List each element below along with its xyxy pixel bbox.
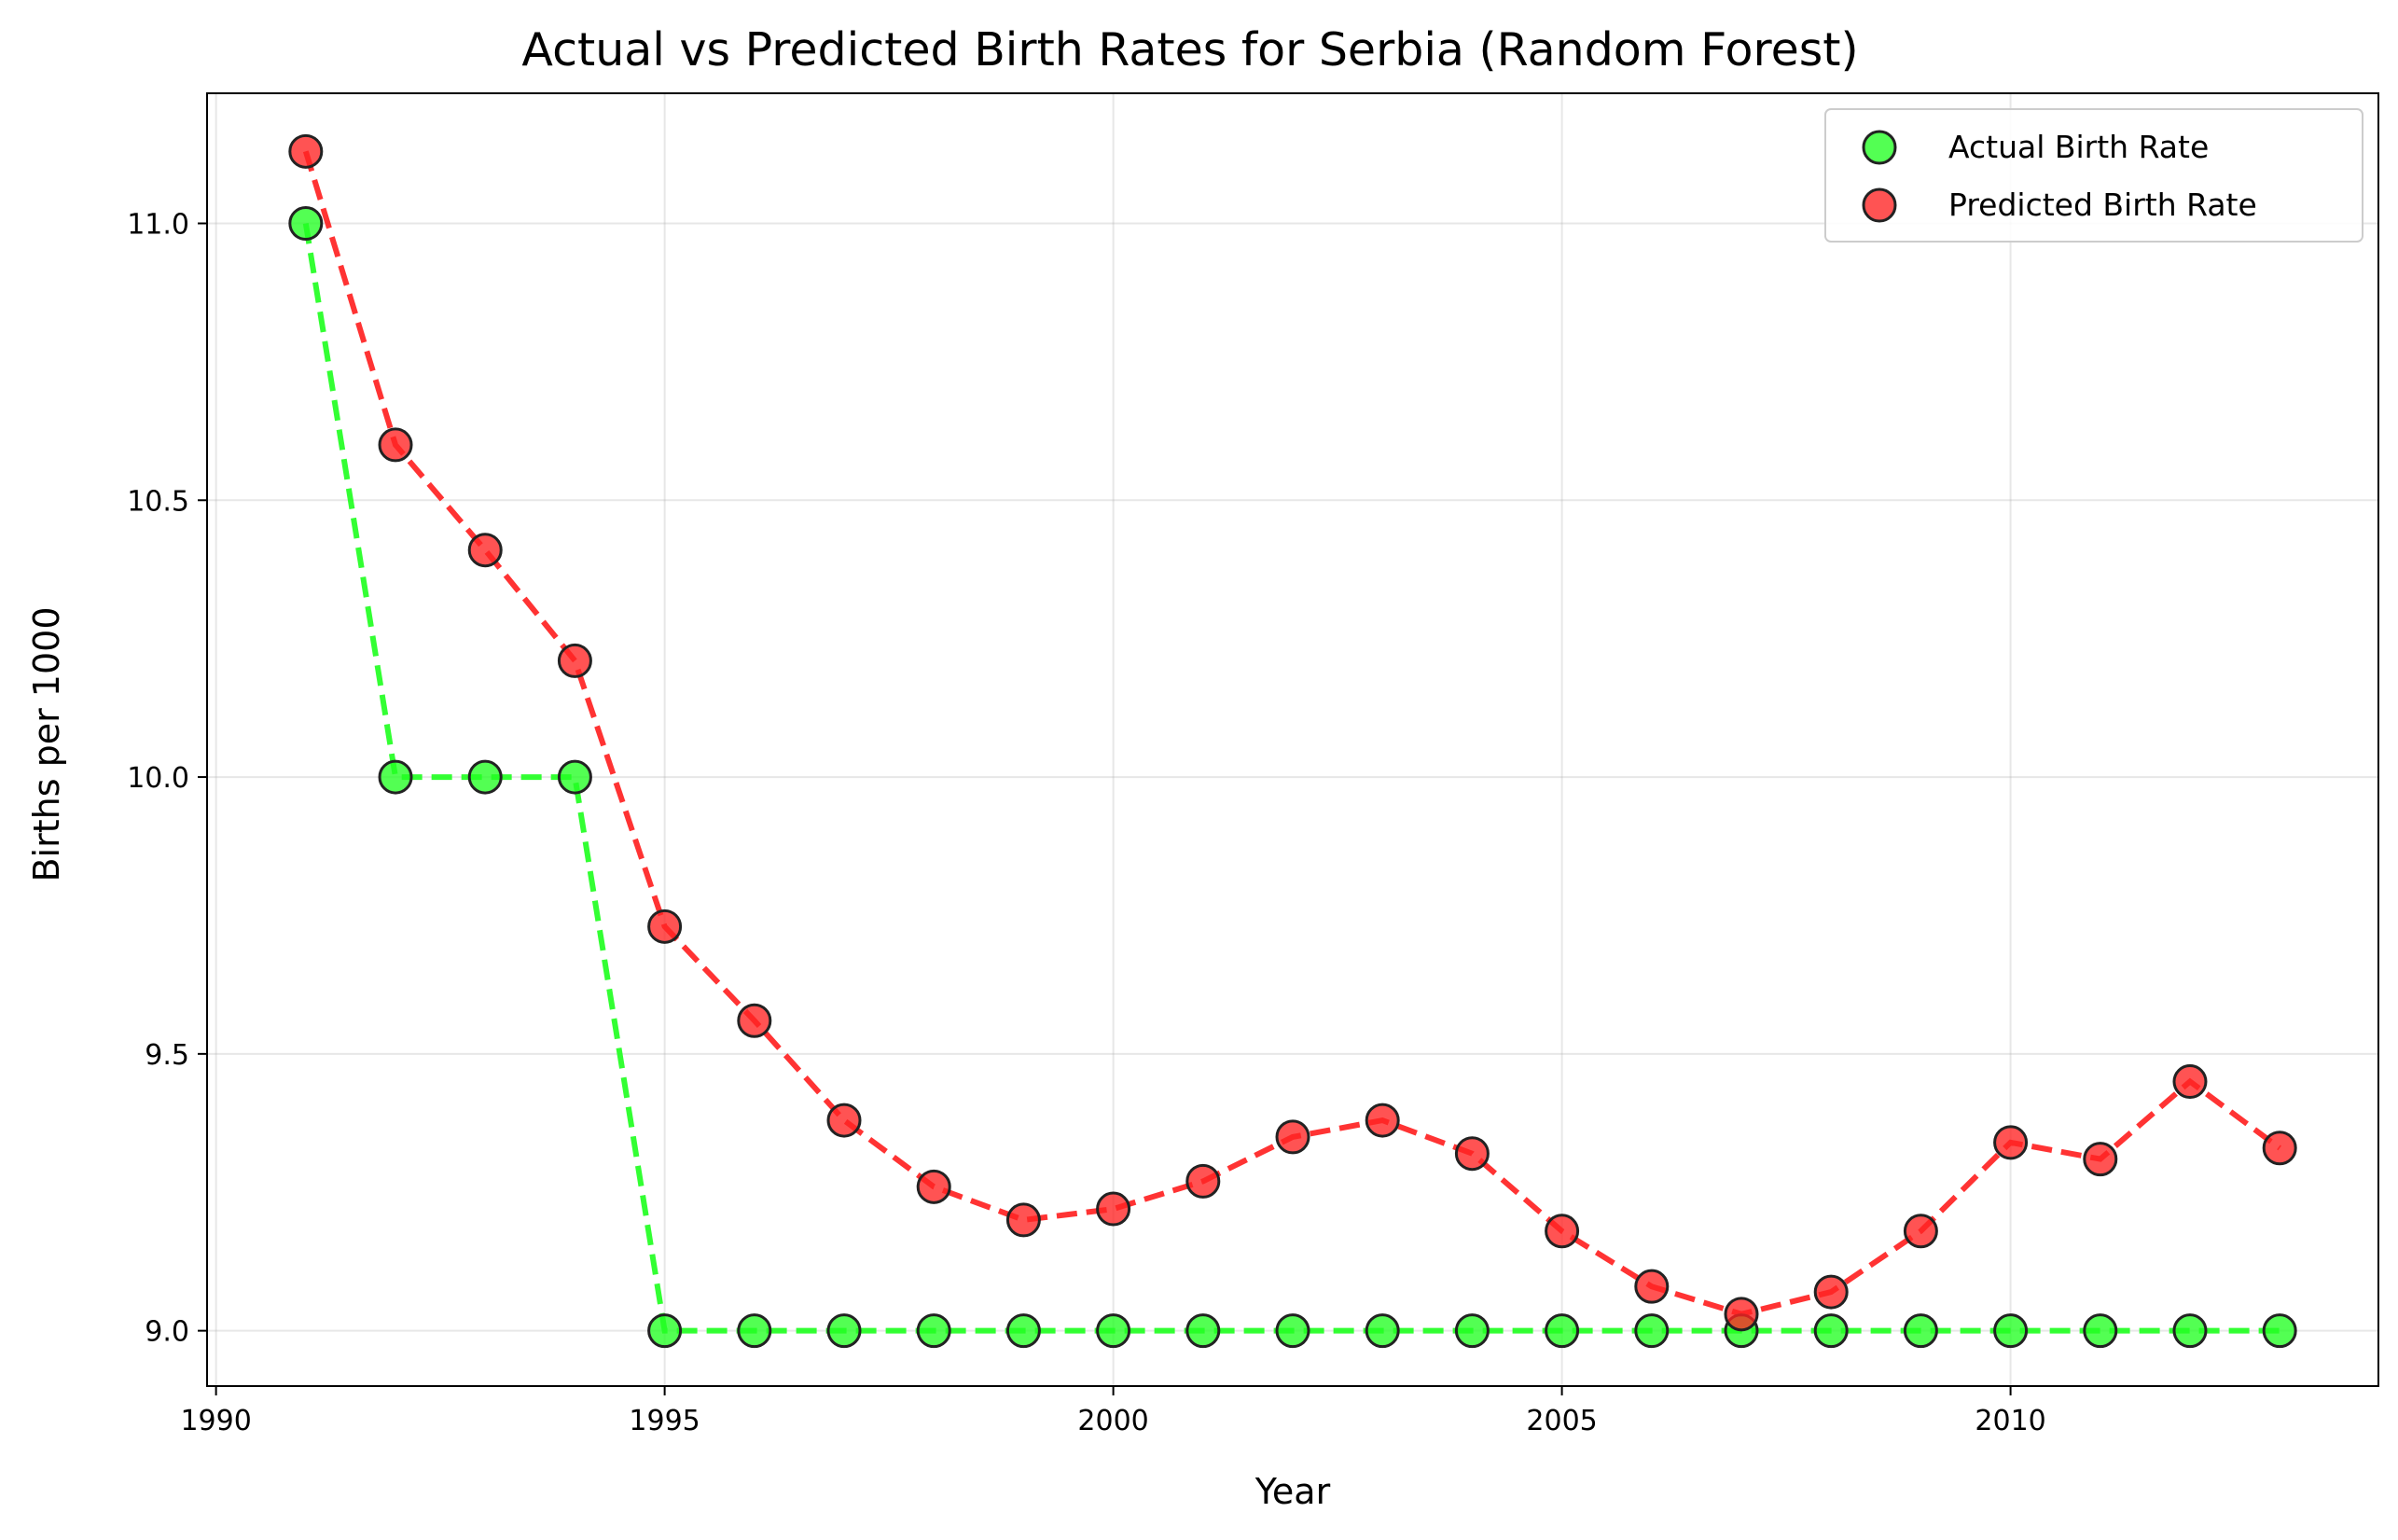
actual-point	[1185, 1313, 1221, 1349]
actual-point	[1005, 1313, 1041, 1349]
y-tick-label: 11.0	[127, 208, 189, 241]
predicted-point	[1365, 1103, 1400, 1138]
legend-marker-actual	[1862, 130, 1897, 165]
actual-point	[557, 759, 592, 795]
y-tick-label: 9.0	[145, 1316, 189, 1349]
predicted-point	[647, 909, 683, 944]
actual-point	[1634, 1313, 1670, 1349]
predicted-point	[2172, 1064, 2208, 1100]
x-tick-label: 2010	[1975, 1405, 2045, 1437]
legend-box	[1824, 108, 2363, 243]
actual-point	[1365, 1313, 1400, 1349]
x-axis-title: Year	[1254, 1471, 1331, 1512]
actual-point	[467, 759, 503, 795]
x-tick-label: 2000	[1077, 1405, 1148, 1437]
predicted-point	[1096, 1191, 1131, 1227]
actual-point	[1096, 1313, 1131, 1349]
predicted-point	[557, 643, 592, 678]
actual-point	[1545, 1313, 1580, 1349]
predicted-point	[378, 427, 413, 463]
legend-marker-predicted	[1862, 187, 1897, 223]
predicted-point	[1545, 1214, 1580, 1249]
predicted-point	[1813, 1274, 1849, 1310]
actual-point	[1813, 1313, 1849, 1349]
legend: Actual Birth Rate Predicted Birth Rate	[1824, 108, 2363, 243]
x-tick-label: 2005	[1526, 1405, 1597, 1437]
actual-point	[1454, 1313, 1490, 1349]
y-tick-label: 10.5	[127, 485, 189, 518]
y-axis-title: Births per 1000	[26, 606, 67, 881]
predicted-point	[1724, 1297, 1759, 1332]
actual-point	[1993, 1313, 2029, 1349]
actual-point	[2262, 1313, 2297, 1349]
predicted-point	[467, 533, 503, 568]
predicted-point	[1634, 1269, 1670, 1304]
predicted-point	[1185, 1163, 1221, 1199]
predicted-point	[2262, 1131, 2297, 1166]
predicted-point	[1903, 1214, 1938, 1249]
legend-label-actual: Actual Birth Rate	[1948, 129, 2209, 165]
predicted-point	[1275, 1119, 1310, 1155]
actual-point	[288, 205, 324, 241]
predicted-point	[916, 1169, 951, 1204]
predicted-point	[1454, 1136, 1490, 1172]
actual-point	[826, 1313, 862, 1349]
actual-point	[916, 1313, 951, 1349]
actual-point	[1903, 1313, 1938, 1349]
predicted-point	[826, 1103, 862, 1138]
actual-point	[1275, 1313, 1310, 1349]
y-tick-label: 10.0	[127, 762, 189, 795]
predicted-point	[737, 1003, 772, 1038]
plot-area	[288, 133, 2297, 1349]
predicted-point	[2083, 1142, 2118, 1177]
predicted-point	[288, 133, 324, 169]
x-tick-label: 1995	[629, 1405, 700, 1437]
actual-point	[2083, 1313, 2118, 1349]
actual-point	[378, 759, 413, 795]
chart-title: Actual vs Predicted Birth Rates for Serb…	[521, 23, 1858, 76]
y-tick-label: 9.5	[145, 1039, 189, 1072]
axes: 1990 1995 2000 2005 2010 9.0 9.5 10.0 10.5 11.0	[127, 208, 2046, 1437]
predicted-point	[1993, 1125, 2029, 1160]
actual-point	[2172, 1313, 2208, 1349]
actual-point	[737, 1313, 772, 1349]
legend-label-predicted: Predicted Birth Rate	[1948, 187, 2257, 223]
plot-frame	[206, 92, 2379, 1387]
x-tick-label: 1990	[180, 1405, 251, 1437]
actual-point	[647, 1313, 683, 1349]
predicted-point	[1005, 1202, 1041, 1238]
